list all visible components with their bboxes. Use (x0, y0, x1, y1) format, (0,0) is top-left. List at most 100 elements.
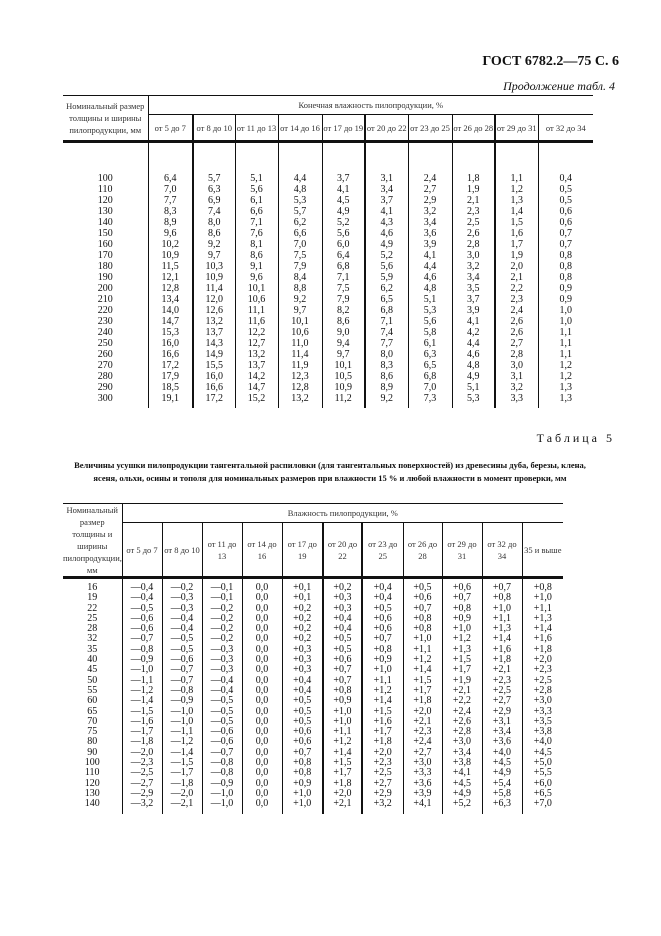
value-cell: 0,8 (537, 261, 594, 272)
value-cell: +4,9 (481, 768, 522, 779)
table-row: 170 10,9 9,7 8,6 7,5 6,4 5,2 4,1 3,0 1,9 0,8 (63, 250, 594, 261)
value-cell: +0,4 (361, 582, 403, 594)
value-cell: +1,8 (322, 778, 362, 789)
value-cell: 1,4 (494, 206, 538, 217)
value-cell: 4,6 (364, 228, 408, 239)
row-size-cell: 25 (87, 612, 98, 624)
value-cell: +1,4 (481, 634, 522, 645)
value-cell: 3,7 (321, 173, 365, 184)
value-cell: 10,9 (192, 272, 235, 283)
value-cell: 5,7 (192, 173, 235, 184)
value-cell: 0,0 (241, 623, 282, 635)
value-cell: +2,5 (361, 768, 403, 779)
value-cell: +0,8 (402, 623, 442, 635)
table-row: 28 —0,6 —0,4 —0,2 0,0 +0,2 +0,4 +0,6 +0,8 +1,0 +1,… (63, 623, 564, 635)
value-cell: 9,6 (234, 272, 278, 283)
value-cell: +1,1 (521, 603, 564, 614)
value-cell: 7,7 (364, 338, 408, 349)
value-cell: 2,7 (407, 184, 452, 195)
value-cell: 6,0 (321, 239, 365, 250)
value-cell: +0,2 (281, 613, 323, 625)
value-cell: 5,1 (451, 382, 495, 393)
value-cell: —0,6 (121, 613, 162, 625)
table-row: 120 —2,7 —1,8 —0,9 0,0 +0,9 +1,8 +2,7 +3,6 +4,5 +5… (63, 778, 564, 789)
value-cell: 0,0 (241, 768, 282, 779)
value-cell: 0,0 (241, 747, 282, 759)
value-cell: 2,5 (451, 217, 495, 228)
value-cell: +0,1 (281, 582, 323, 594)
value-cell: 1,3 (537, 393, 594, 408)
value-cell: +1,3 (481, 623, 522, 635)
value-cell: +2,4 (402, 737, 442, 748)
value-cell: +4,9 (441, 788, 482, 800)
value-cell: 6,9 (192, 195, 235, 206)
row-size-cell: 170 (97, 250, 113, 261)
value-cell: +1,1 (402, 644, 442, 656)
value-cell: 4,9 (321, 206, 365, 217)
value-cell: 7,4 (364, 327, 408, 338)
table-row: 90 —2,0 —1,4 —0,7 0,0 +0,7 +1,4 +2,0 +2,7 +3,4 +4,… (63, 747, 564, 759)
value-cell: 0,0 (241, 592, 282, 604)
value-cell: 1,6 (494, 228, 538, 239)
value-cell: 5,6 (234, 184, 278, 195)
column-header: от 29 до 31 (494, 114, 538, 142)
value-cell: —0,4 (201, 685, 242, 697)
row-size-cell: 190 (97, 272, 113, 283)
value-cell: 12,6 (192, 305, 235, 316)
value-cell: +2,1 (322, 798, 362, 814)
value-cell: +1,6 (361, 716, 403, 728)
value-cell: +0,4 (361, 592, 403, 604)
value-cell: 0,0 (241, 582, 282, 594)
value-cell: +1,2 (441, 634, 482, 645)
value-cell: 1,8 (451, 173, 495, 184)
value-cell: 7,1 (234, 217, 278, 228)
value-cell: —0,8 (121, 644, 162, 656)
value-cell: 15,3 (147, 327, 193, 338)
value-cell: 0,0 (241, 685, 282, 697)
value-cell: 0,4 (537, 173, 594, 184)
value-cell: +1,3 (441, 644, 482, 656)
table-row: 270 17,2 15,5 13,7 11,9 10,1 8,3 6,5 4,8 3,0 1,2 (63, 360, 594, 371)
row-size-cell: 60 (87, 695, 98, 707)
row-size-cell: 160 (97, 239, 113, 250)
value-cell: +0,5 (402, 582, 442, 594)
row-size-cell: 45 (87, 664, 98, 676)
value-cell: +2,0 (361, 747, 403, 759)
row-size-cell: 100 (97, 173, 113, 184)
value-cell: 14,7 (234, 382, 278, 393)
table-row: 220 14,0 12,6 11,1 9,7 8,2 6,8 5,3 3,9 2,4 1,0 (63, 305, 594, 316)
value-cell: +2,3 (481, 675, 522, 686)
value-cell: +1,0 (281, 798, 323, 814)
value-cell: 9,2 (192, 239, 235, 250)
row-size-cell: 120 (97, 195, 113, 206)
value-cell: +0,7 (402, 603, 442, 614)
value-cell: 7,1 (321, 272, 365, 283)
value-cell: 2,1 (494, 272, 538, 283)
value-cell: +5,8 (481, 788, 522, 800)
value-cell: 0,7 (537, 239, 594, 250)
value-cell: 3,7 (451, 294, 495, 305)
value-cell: 8,3 (364, 360, 408, 371)
column-header: от 17 до 19 (321, 114, 365, 142)
value-cell: +4,1 (441, 768, 482, 779)
value-cell: 7,1 (364, 316, 408, 327)
value-cell: +5,0 (521, 757, 564, 769)
value-cell: 0,5 (537, 195, 594, 206)
row-size-cell: 240 (97, 327, 113, 338)
value-cell: 4,9 (364, 239, 408, 250)
value-cell: +3,9 (402, 788, 442, 800)
value-cell: +0,8 (402, 613, 442, 625)
value-cell: 4,1 (407, 250, 452, 261)
table-row: 140 —3,2 —2,1 —1,0 0,0 +1,0 +2,1 +3,2 +4,1 +5,2 +6… (63, 798, 564, 814)
value-cell: +3,6 (481, 737, 522, 748)
value-cell: +0,4 (322, 613, 362, 625)
value-cell: +0,4 (322, 623, 362, 635)
value-cell: —1,2 (121, 685, 162, 697)
value-cell: +2,4 (441, 706, 482, 717)
value-cell: —2,5 (121, 768, 162, 779)
value-cell: +0,7 (361, 634, 403, 645)
value-cell: +2,9 (481, 706, 522, 717)
row-size-cell: 290 (97, 382, 113, 393)
value-cell: 6,2 (277, 217, 322, 228)
value-cell: —0,4 (161, 623, 202, 635)
